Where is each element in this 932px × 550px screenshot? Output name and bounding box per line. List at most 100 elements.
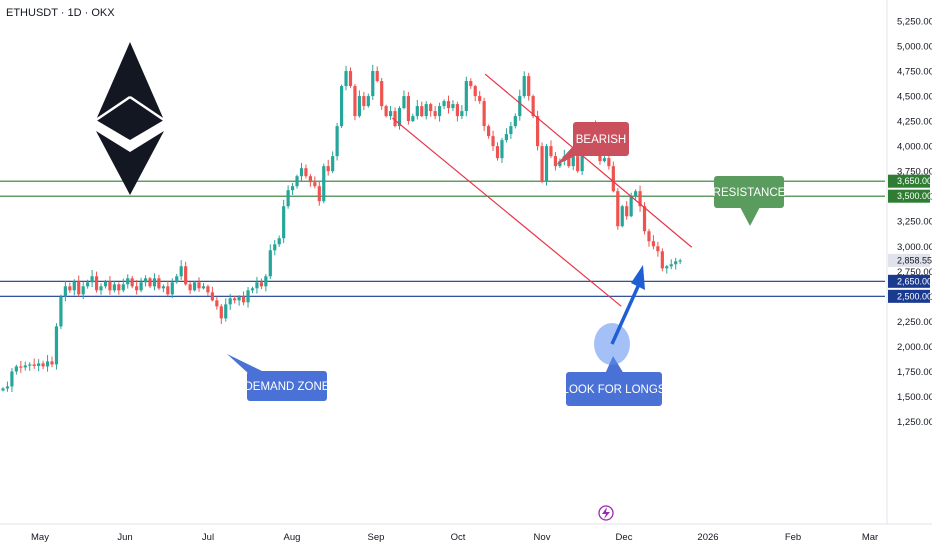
candle-body: [478, 96, 482, 102]
x-tick-label: 2026: [697, 532, 718, 543]
candle-body: [264, 276, 268, 287]
candle-body: [469, 81, 473, 87]
price-tag-resistance-low-text: 3,500.00: [897, 191, 932, 201]
bearish-callout-box: [573, 122, 629, 156]
candle-body: [166, 286, 170, 295]
candle-body: [14, 366, 18, 372]
candle-body: [143, 278, 148, 283]
x-tick-label: Oct: [451, 532, 466, 543]
candle-body: [308, 176, 312, 183]
candle-body: [126, 278, 130, 285]
candle-body: [90, 276, 94, 283]
candle-body: [10, 371, 14, 387]
candle-body: [148, 278, 152, 287]
candle-body: [139, 282, 143, 291]
descending-channel[interactable]: [392, 73, 693, 307]
candle-body: [540, 146, 544, 182]
candle-body: [317, 186, 321, 202]
y-tick-label: 5,250.00: [897, 16, 932, 27]
y-tick-label: 1,500.00: [897, 392, 932, 403]
candle-body: [362, 96, 366, 107]
candle-body: [5, 386, 10, 389]
price-tag-demand-high: [888, 274, 930, 288]
candle-body: [184, 266, 188, 285]
candle-body: [647, 231, 651, 242]
candle-body: [665, 266, 669, 269]
demand-zone-callout-box: [247, 371, 327, 401]
candle-body: [37, 363, 41, 366]
candle-body: [602, 158, 607, 162]
candle-body: [397, 108, 402, 127]
candle-body: [415, 106, 419, 117]
candle-body: [607, 158, 611, 167]
candle-body: [660, 251, 664, 269]
price-tag-resistance-high-text: 3,650.00: [897, 176, 932, 186]
x-tick-label: Jun: [117, 532, 132, 543]
candle-body: [237, 296, 241, 301]
ethereum-logo-icon: [95, 42, 165, 195]
y-tick-label: 3,000.00: [897, 242, 932, 253]
candle-body: [161, 286, 165, 289]
candle-body: [295, 176, 299, 187]
price-tag-current-text: 2,858.55: [897, 255, 932, 265]
candle-body: [197, 282, 201, 289]
y-tick-label: 2,250.00: [897, 317, 932, 328]
candle-body: [678, 260, 682, 262]
candle-body: [277, 238, 281, 245]
candle-body: [215, 300, 219, 307]
lightning-icon[interactable]: [598, 505, 614, 521]
candle-body: [620, 206, 624, 227]
demand-zone-callout[interactable]: DEMAND ZONE: [227, 354, 330, 401]
candle-body: [437, 106, 442, 117]
look-for-longs-callout-label: LOOK FOR LONGS: [563, 384, 666, 396]
price-tag-demand-low: [888, 289, 930, 303]
candle-body: [460, 111, 464, 117]
candle-body: [273, 244, 277, 251]
candle-body: [103, 281, 108, 287]
candle-body: [366, 96, 370, 107]
candle-body: [246, 290, 250, 303]
candle-body: [536, 116, 540, 147]
x-tick-label: May: [31, 532, 49, 543]
candle-body: [442, 101, 446, 107]
look-for-longs-callout[interactable]: LOOK FOR LONGS: [563, 356, 666, 406]
candle-body: [241, 296, 246, 303]
candle-body: [558, 161, 562, 167]
x-axis[interactable]: May Jun Jul Aug Sep Oct Nov Dec 2026 Feb Mar: [31, 532, 878, 543]
candle-body: [112, 284, 116, 291]
y-axis[interactable]: 5,250.00 5,000.00 4,750.00 4,500.00 4,250.00…: [897, 16, 932, 428]
channel-lower-line[interactable]: [392, 117, 622, 307]
candle-body: [576, 156, 580, 172]
channel-upper-line[interactable]: [484, 73, 693, 248]
price-tag-current: [888, 253, 930, 267]
candle-body: [117, 284, 121, 291]
annotation-overlay: BEARISH RESISTANCE DEMAND ZONE LOOK FOR LON…: [95, 42, 786, 521]
candle-body: [152, 278, 157, 287]
candle-body: [625, 206, 629, 217]
symbol-title: ETHUSDT · 1D · OKX: [6, 7, 115, 19]
candle-body: [411, 116, 415, 122]
candle-body: [388, 111, 393, 117]
bearish-callout[interactable]: BEARISH: [556, 122, 629, 165]
candle-body: [175, 276, 179, 283]
y-tick-label: 4,750.00: [897, 67, 932, 78]
candle-body: [509, 126, 513, 135]
candle-body: [335, 126, 339, 157]
candle-body: [121, 284, 125, 291]
candle-body: [108, 281, 112, 291]
candle-body: [482, 101, 486, 127]
candle-body: [157, 278, 161, 289]
candle-body: [348, 71, 353, 87]
candle-body: [135, 286, 139, 291]
candle-body: [616, 191, 620, 227]
resistance-callout[interactable]: RESISTANCE: [713, 176, 786, 226]
price-tag-demand-high-text: 2,650.00: [897, 276, 932, 286]
y-tick-label: 4,250.00: [897, 117, 932, 128]
look-for-longs-callout-pointer: [605, 356, 624, 374]
candle-body: [94, 276, 99, 291]
candle-body: [99, 286, 103, 291]
chart-frame: [0, 0, 932, 525]
y-tick-label: 1,750.00: [897, 367, 932, 378]
candle-body: [531, 96, 535, 117]
